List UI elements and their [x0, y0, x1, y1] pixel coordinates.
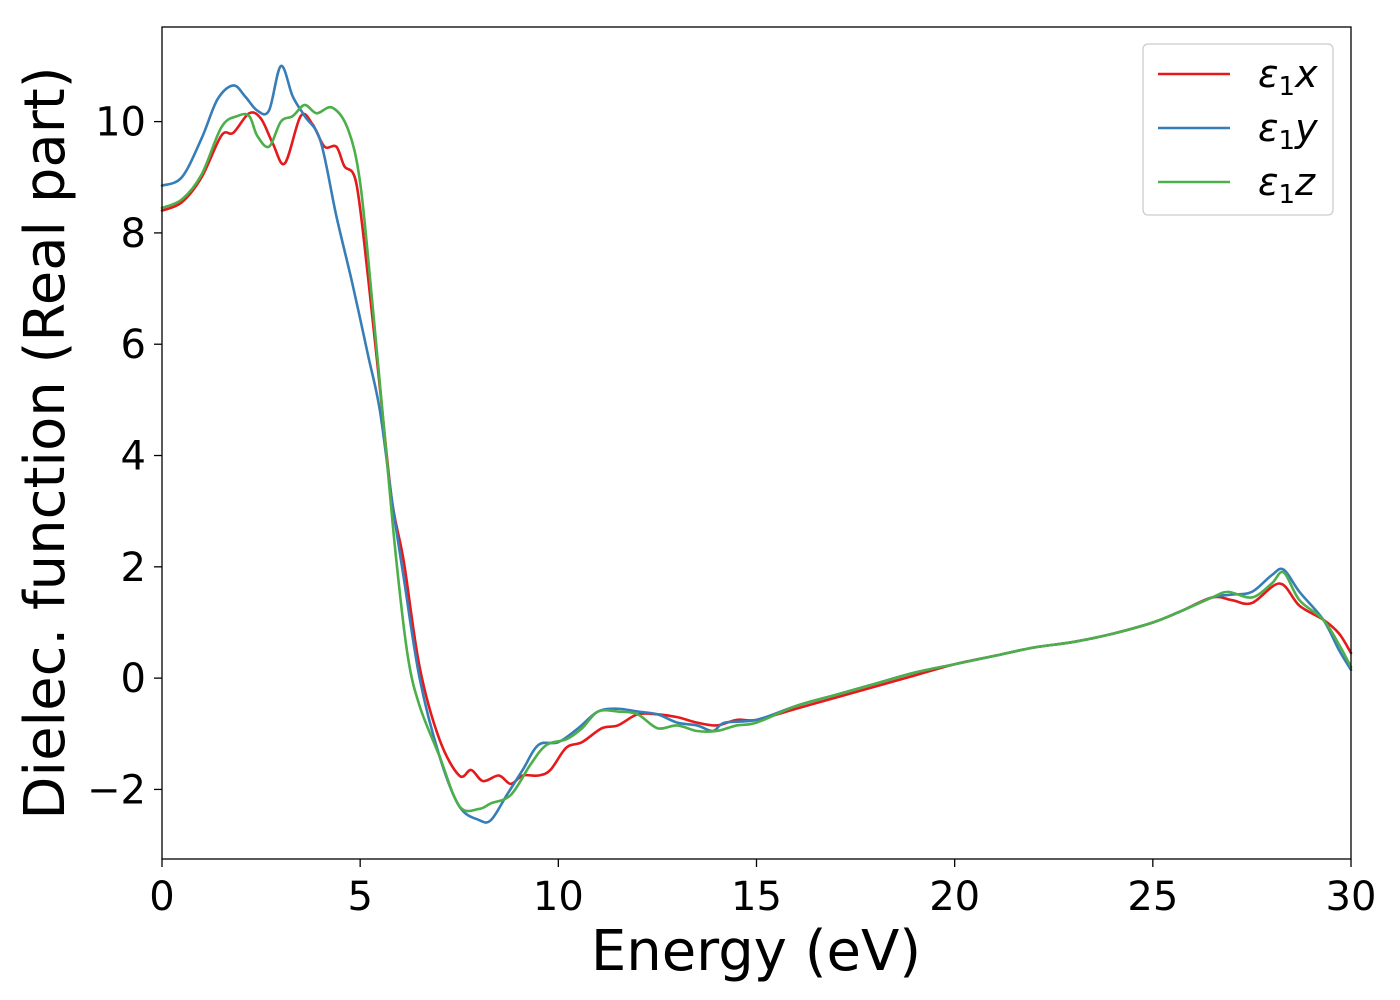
- legend-label-y: ε1y: [1258, 106, 1318, 156]
- legend-label-z: ε1z: [1258, 160, 1316, 210]
- y-tick-label: 0: [121, 656, 146, 702]
- y-tick-label: −2: [87, 767, 146, 813]
- y-tick-label: 2: [121, 545, 146, 591]
- x-axis-ticks: 0 5 10 15 20 25 30: [149, 859, 1376, 920]
- x-axis-title: Energy (eV): [591, 919, 921, 984]
- x-tick-label: 0: [149, 874, 174, 920]
- legend-label-x: ε1x: [1258, 52, 1318, 102]
- y-axis-ticks: −2 0 2 4 6 8 10: [87, 100, 162, 813]
- x-tick-label: 15: [731, 874, 782, 920]
- x-tick-label: 30: [1326, 874, 1377, 920]
- x-tick-label: 5: [347, 874, 372, 920]
- y-tick-label: 4: [121, 434, 146, 480]
- y-tick-label: 10: [95, 100, 146, 146]
- legend-box: [1142, 43, 1334, 216]
- y-tick-label: 8: [121, 211, 146, 257]
- y-tick-label: 6: [121, 322, 146, 368]
- x-tick-label: 25: [1127, 874, 1178, 920]
- x-tick-label: 20: [929, 874, 980, 920]
- plot-lines: [160, 64, 1353, 824]
- x-tick-label: 10: [533, 874, 584, 920]
- y-axis-title: Dielec. function (Real part): [13, 66, 78, 819]
- series-line-z: [160, 103, 1353, 813]
